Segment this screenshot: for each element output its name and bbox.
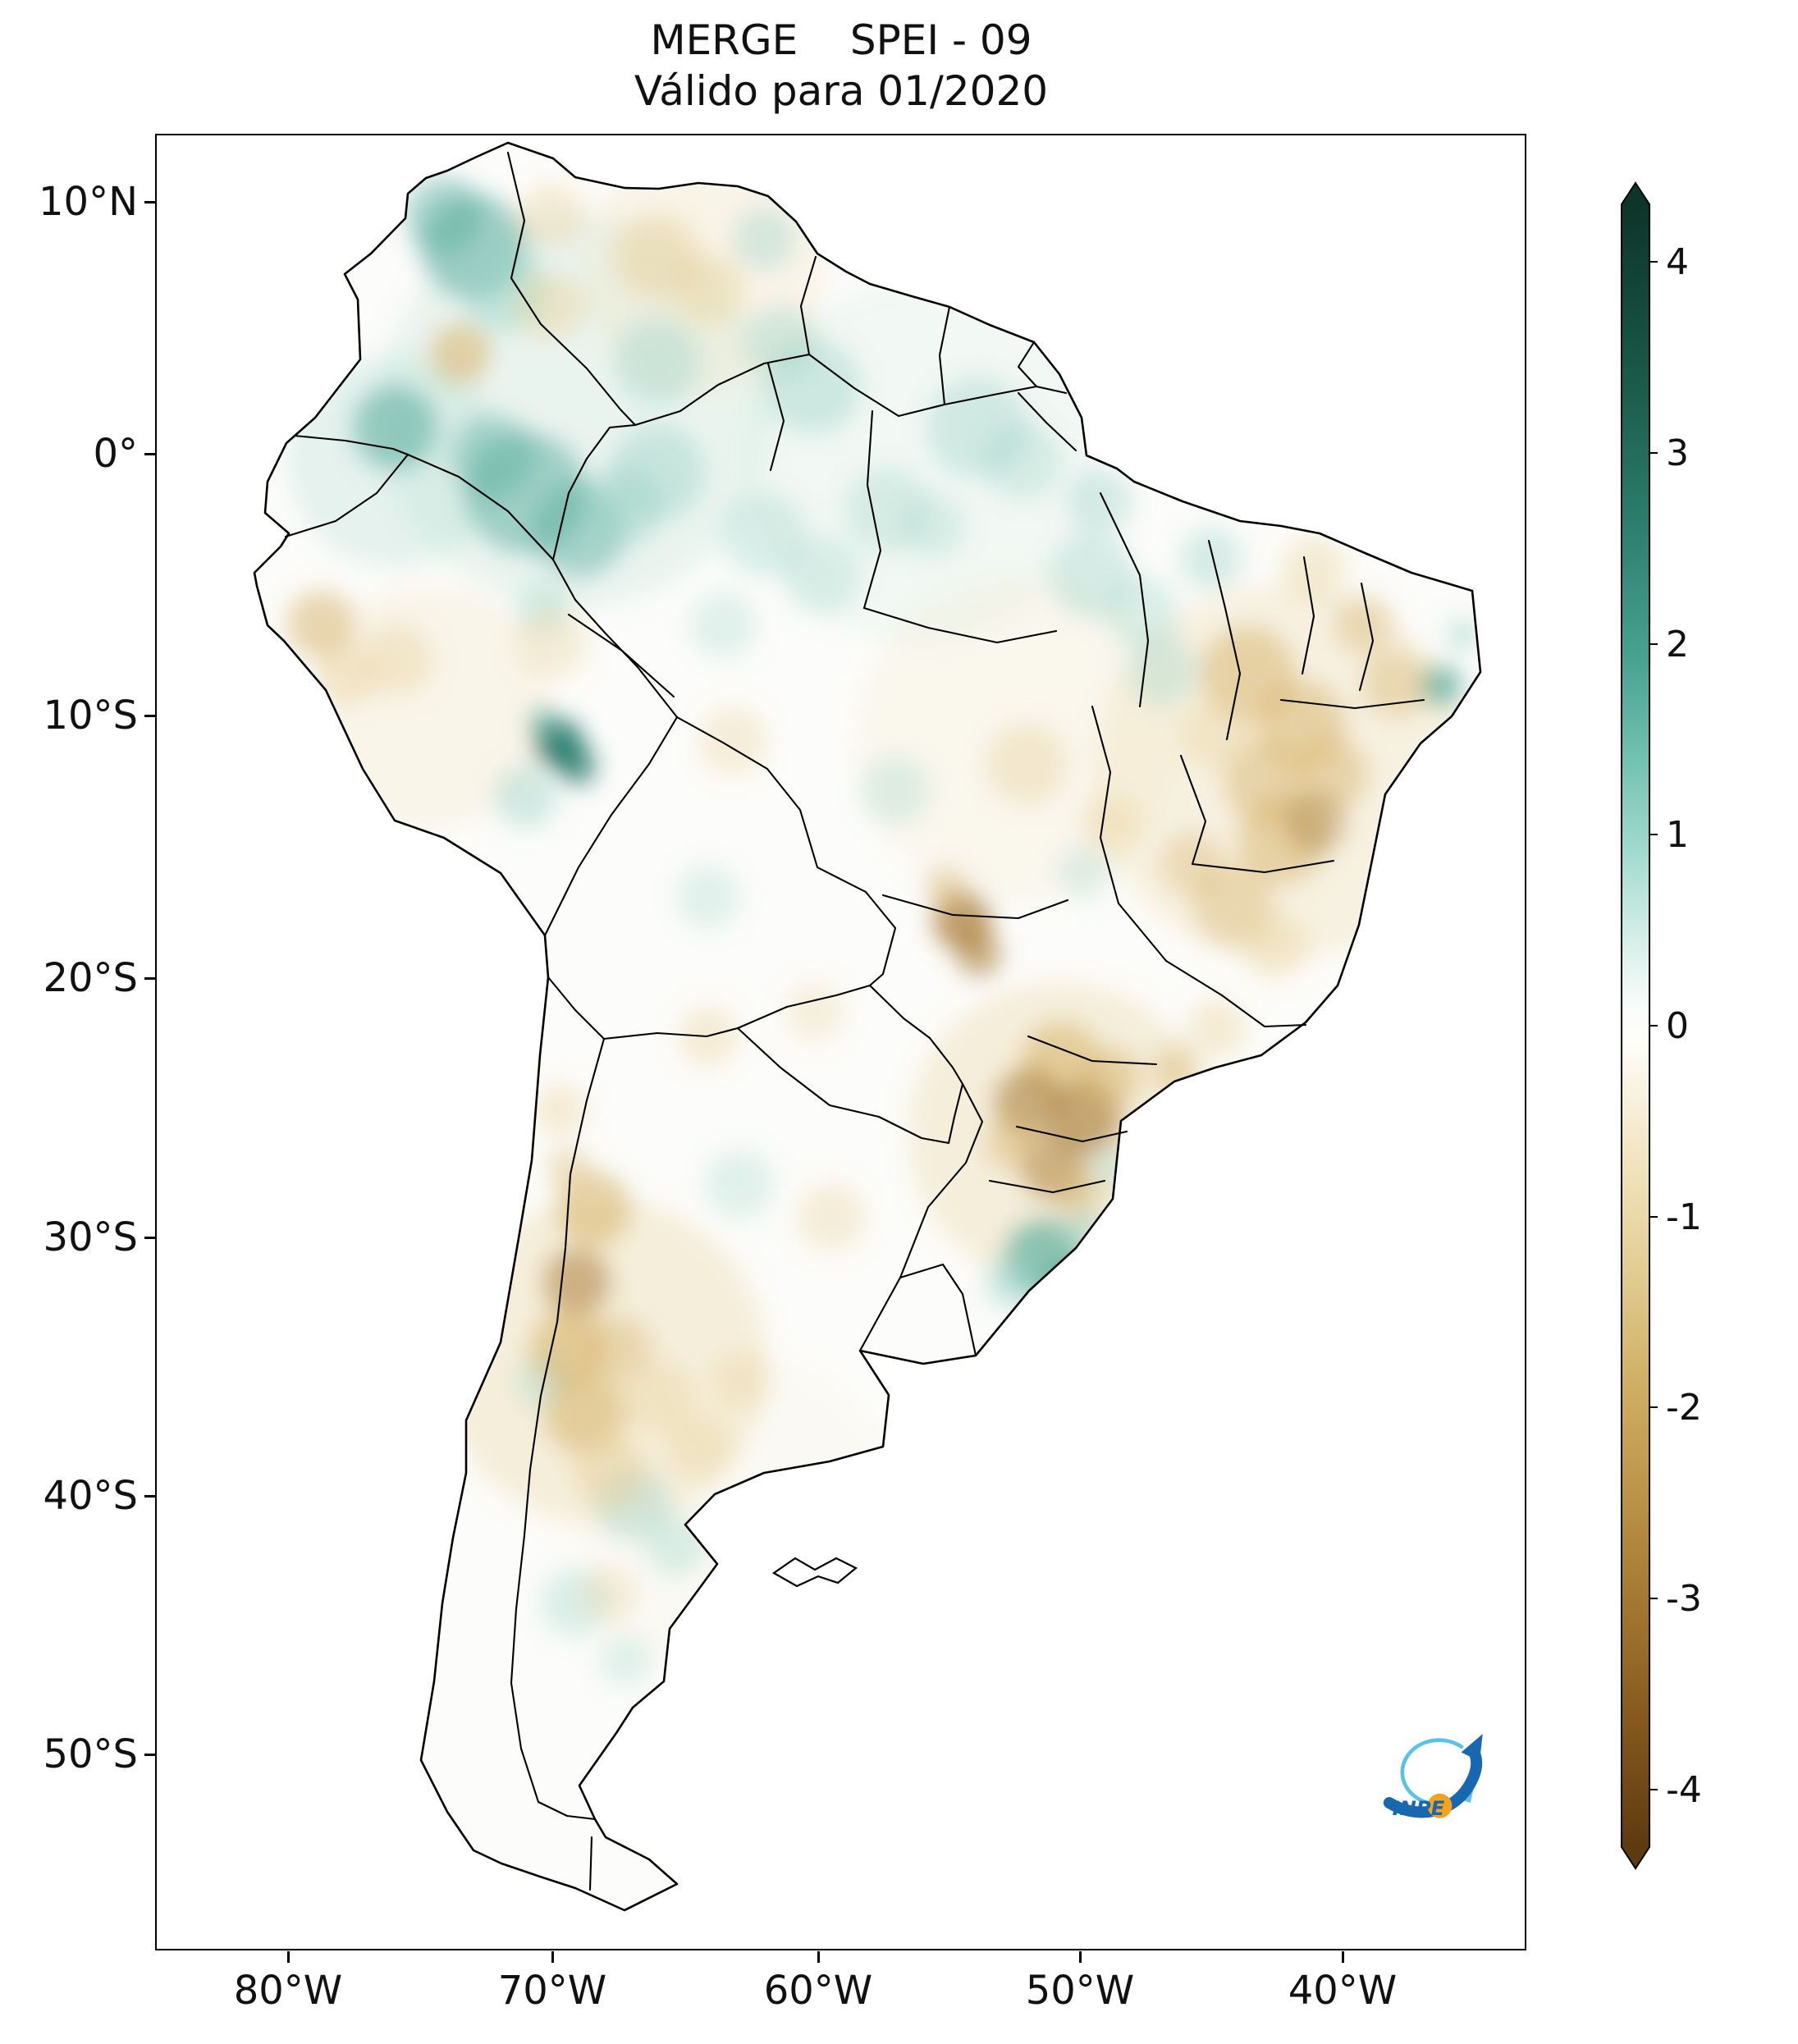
lon-tick-label: 80°W [233,1968,343,2014]
logo-arrowhead-icon [1461,1734,1483,1762]
lat-tick-mark [144,200,156,203]
colorbar-outline [1621,181,1650,1870]
colorbar-tick-label: 0 [1666,1005,1689,1047]
lat-tick-mark [144,1494,156,1498]
lat-tick-label: 30°S [43,1214,138,1260]
colorbar-max-arrow [1622,183,1649,204]
inpe-logo: INPE [1383,1734,1483,1820]
lat-tick-label: 40°S [43,1473,138,1519]
colorbar-tick-label: -4 [1666,1769,1702,1811]
lon-tick-mark [817,1951,820,1963]
colorbar-min-arrow [1622,1847,1649,1868]
south-america-map [253,141,1482,1912]
lon-tick-mark [551,1951,554,1963]
lat-tick-label: 0° [93,431,138,477]
colorbar-tick-label: 2 [1666,624,1689,665]
spei-anomaly-field [286,149,1480,1686]
colorbar-gradient-bar [1622,204,1649,1847]
island-outline [771,1557,858,1588]
colorbar-tick-label: -2 [1666,1387,1702,1429]
colorbar-tick-label: -3 [1666,1578,1702,1620]
lat-tick-label: 10°N [39,179,138,225]
map-subtitle: Válido para 01/2020 [634,67,1049,115]
lon-tick-mark [1078,1951,1082,1963]
colorbar: 4 3 2 1 0 -1 -2 -3 -4 [1621,181,1702,1870]
colorbar-tick-label: 1 [1666,814,1689,856]
lon-tick-label: 60°W [763,1968,873,2014]
lat-tick-mark [144,976,156,980]
lat-tick-label: 10°S [43,693,138,738]
lat-tick-mark [144,714,156,717]
lon-tick-label: 50°W [1025,1968,1135,2014]
lat-tick-label: 20°S [43,955,138,1001]
map-plot-area [155,134,1526,1950]
lat-tick-mark [144,452,156,455]
logo-text: INPE [1393,1796,1445,1820]
logo-orange-dot-icon [1427,1793,1453,1818]
lon-tick-label: 70°W [497,1968,607,2014]
colorbar-tick-label: -1 [1666,1196,1702,1238]
map-title: MERGE SPEI - 09 [650,16,1032,64]
coastline [253,141,1482,1912]
colorbar-ticks: 4 3 2 1 0 -1 -2 -3 -4 [1649,241,1702,1811]
lat-tick-mark [144,1236,156,1239]
lon-tick-mark [286,1951,290,1963]
lon-tick-label: 40°W [1288,1968,1398,2014]
lat-tick-label: 50°S [43,1731,138,1777]
internal-borders [284,151,1425,1891]
colorbar-tick-label: 3 [1666,432,1689,474]
logo-arrow-icon [1383,1744,1483,1818]
colorbar-tick-label: 4 [1666,241,1689,283]
lon-tick-mark [1341,1951,1344,1963]
lat-tick-mark [144,1753,156,1756]
